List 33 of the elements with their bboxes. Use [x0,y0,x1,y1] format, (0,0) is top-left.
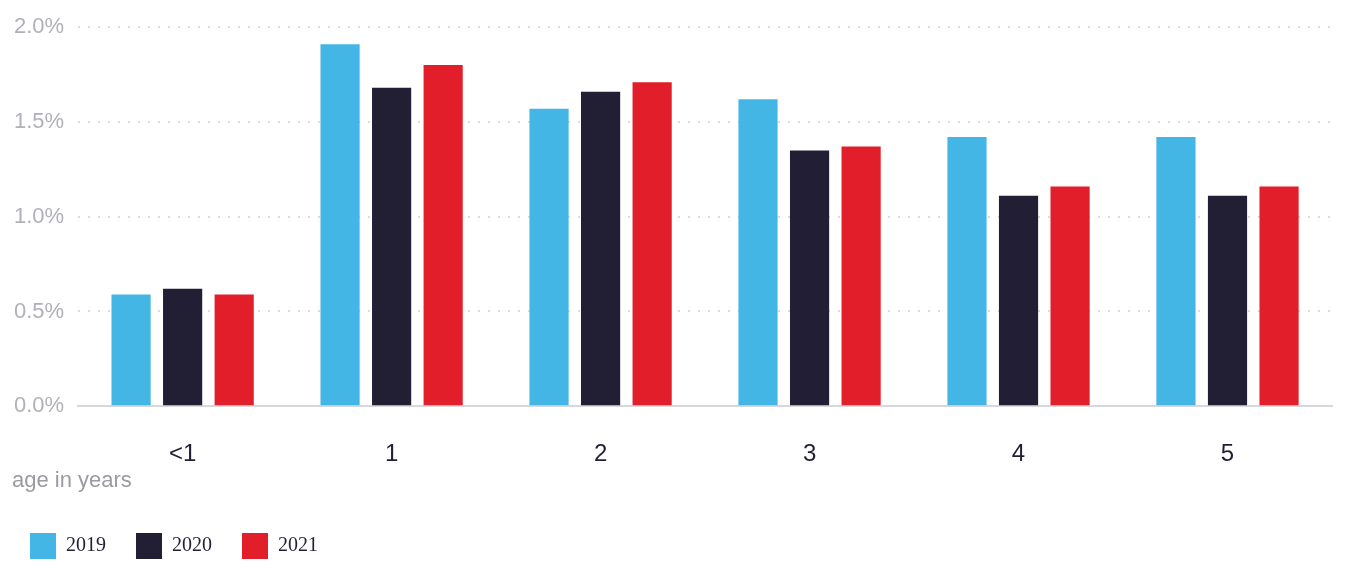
bar [214,294,254,406]
bar [163,288,203,406]
x-tick-label: 4 [1011,439,1026,467]
bar [1050,186,1090,406]
bar [632,82,672,406]
legend-label: 2021 [278,533,318,556]
bar [841,146,881,406]
bar [423,65,463,406]
y-tick-label: 2.0% [13,13,65,39]
legend-label: 2019 [66,533,106,556]
y-tick-label: 1.5% [13,108,65,134]
x-tick-label: 3 [802,439,817,467]
x-tick-label: 5 [1220,439,1235,467]
bar [581,91,621,406]
bar [111,294,151,406]
bar [998,195,1039,406]
y-tick-label: 0.5% [13,297,65,323]
x-tick-label: <1 [168,439,197,467]
bar [320,44,360,406]
x-tick-label: 1 [384,439,399,467]
bar [529,108,569,406]
bar [947,137,987,406]
legend-label: 2020 [172,533,212,556]
bar [789,150,830,406]
bar [738,99,778,406]
bar [372,87,412,406]
x-tick-label: 2 [593,439,608,467]
bar [1156,137,1196,406]
y-tick-label: 0.0% [13,392,65,418]
y-tick-label: 1.0% [13,202,65,228]
x-axis-title: age in years [12,467,132,493]
bar [1207,195,1248,406]
bar [1259,186,1299,406]
